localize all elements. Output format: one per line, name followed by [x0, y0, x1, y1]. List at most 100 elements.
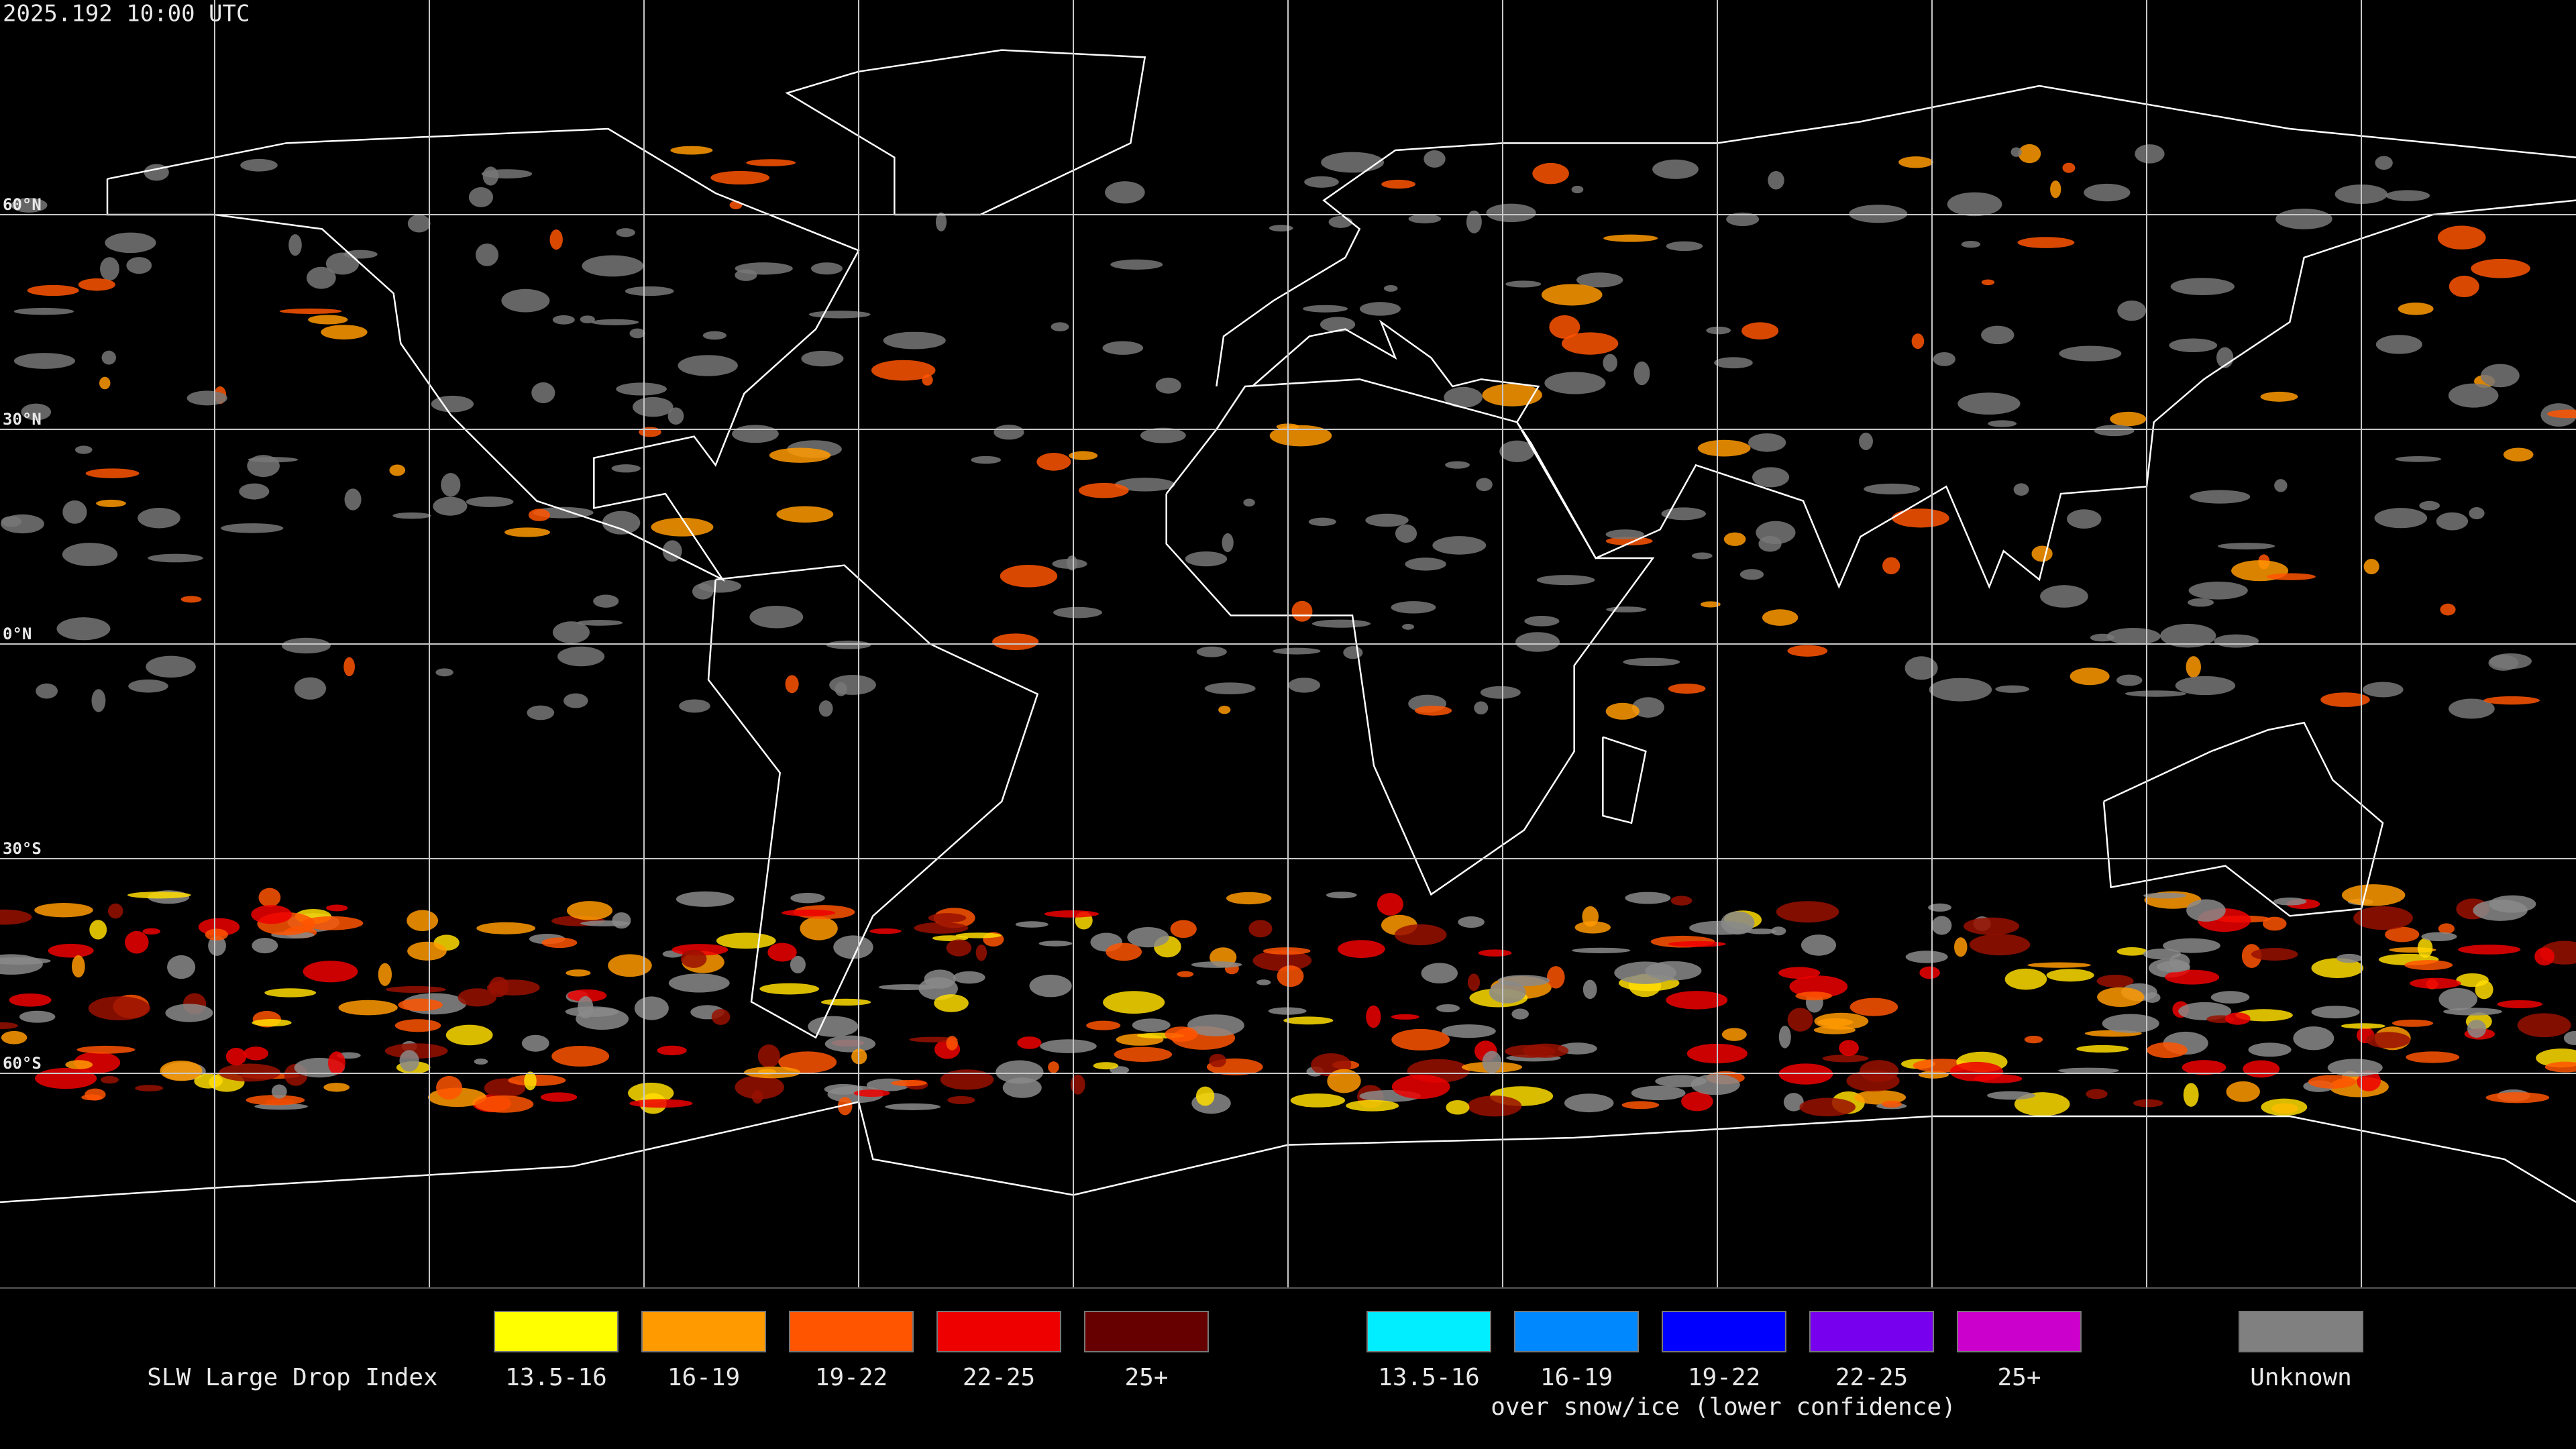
cloud-pixel — [96, 499, 126, 507]
cloud-pixel — [869, 928, 902, 934]
legend-swatch — [1662, 1311, 1786, 1352]
cloud-pixel — [2273, 897, 2307, 906]
cloud-pixel — [1814, 1012, 1869, 1030]
cloud-pixel — [1668, 683, 1706, 694]
cloud-pixel — [1706, 326, 1731, 335]
cloud-pixel — [2544, 1061, 2576, 1073]
cloud-pixel — [407, 214, 431, 233]
cloud-pixel — [2050, 180, 2061, 199]
cloud-pixel — [2534, 947, 2555, 966]
cloud-pixel — [769, 447, 831, 463]
cloud-pixel — [1549, 315, 1580, 339]
cloud-pixel — [576, 620, 623, 626]
cloud-pixel — [1482, 1051, 1502, 1073]
cloud-pixel — [1029, 974, 1072, 998]
cloud-pixel — [885, 1103, 941, 1110]
cloud-pixel — [468, 186, 494, 207]
cloud-pixel — [1290, 1093, 1346, 1108]
cloud-pixel — [1795, 991, 1832, 1001]
cloud-pixel — [826, 640, 871, 649]
cloud-pixel — [782, 909, 836, 916]
cloud-pixel — [1631, 1085, 1686, 1101]
cloud-pixel — [833, 935, 873, 959]
legend-label: 19-22 — [1688, 1364, 1760, 1391]
cloud-pixel — [668, 973, 730, 993]
cloud-pixel — [2404, 960, 2453, 971]
cloud-pixel — [767, 943, 797, 962]
cloud-pixel — [1752, 467, 1790, 488]
cloud-pixel — [1898, 156, 1933, 168]
cloud-pixel — [2375, 156, 2393, 170]
cloud-pixel — [549, 229, 563, 250]
cloud-pixel — [891, 1079, 927, 1087]
cloud-pixel — [2366, 1032, 2411, 1049]
cloud-pixel — [2102, 1014, 2159, 1033]
cloud-pixel — [0, 957, 51, 965]
cloud-pixel — [282, 637, 331, 654]
cloud-pixel — [101, 1075, 119, 1084]
cloud-pixel — [1961, 241, 1981, 248]
cloud-pixel — [1839, 1040, 1859, 1057]
cloud-pixel — [1822, 1055, 1869, 1063]
cloud-pixel — [180, 596, 202, 603]
cloud-pixel — [1666, 991, 1728, 1010]
cloud-pixel — [1532, 162, 1569, 184]
cloud-pixel — [2488, 655, 2519, 671]
cloud-pixel — [1905, 951, 1948, 963]
cloud-pixel — [1002, 1077, 1042, 1098]
cloud-pixel — [85, 1088, 106, 1101]
cloud-pixel — [2438, 923, 2455, 934]
cloud-pixel — [239, 483, 270, 500]
cloud-pixel — [19, 1010, 56, 1023]
cloud-pixel — [1343, 646, 1363, 659]
cloud-pixel — [1, 514, 44, 534]
cloud-pixel — [146, 655, 196, 678]
cloud-pixel — [994, 424, 1024, 440]
cloud-pixel — [105, 232, 156, 254]
cloud-pixel — [62, 543, 118, 566]
cloud-pixel — [853, 1089, 890, 1097]
cloud-pixel — [1576, 272, 1623, 288]
cloud-pixel — [344, 488, 362, 511]
cloud-pixel — [1155, 377, 1181, 394]
cloud-pixel — [1881, 1100, 1902, 1108]
cloud-pixel — [616, 228, 635, 237]
cloud-pixel — [1645, 961, 1702, 981]
cloud-pixel — [1391, 1028, 1450, 1051]
cloud-pixel — [1666, 241, 1703, 252]
cloud-pixel — [504, 527, 551, 537]
cloud-pixel — [65, 1060, 93, 1069]
cloud-pixel — [2374, 508, 2428, 529]
cloud-pixel — [616, 382, 667, 396]
cloud-pixel — [2421, 932, 2457, 941]
cloud-pixel — [1187, 1014, 1244, 1036]
cloud-pixel — [759, 983, 820, 995]
cloud-pixel — [1086, 1020, 1121, 1030]
cloud-pixel — [435, 668, 453, 677]
cloud-pixel — [1691, 552, 1713, 559]
cloud-pixel — [634, 996, 669, 1020]
legend-swatch — [1809, 1311, 1934, 1352]
cloud-pixel — [76, 1045, 136, 1054]
cloud-pixel — [692, 583, 714, 600]
cloud-pixel — [1882, 557, 1900, 575]
cloud-pixel — [1311, 619, 1371, 628]
cloud-pixel — [85, 468, 140, 478]
cloud-pixel — [1661, 507, 1706, 521]
cloud-pixel — [91, 689, 106, 712]
cloud-pixel — [21, 403, 52, 421]
cloud-pixel — [628, 1082, 674, 1104]
cloud-pixel — [88, 996, 151, 1020]
cloud-pixel — [1248, 920, 1273, 938]
cloud-pixel — [1681, 1091, 1713, 1112]
cloud-pixel — [2497, 1000, 2542, 1009]
cloud-pixel — [1690, 1074, 1740, 1095]
cloud-pixel — [1015, 921, 1049, 928]
cloud-pixel — [1582, 906, 1599, 927]
cloud-pixel — [1515, 632, 1560, 652]
cloud-pixel — [2293, 1026, 2334, 1051]
cloud-pixel — [1256, 979, 1271, 985]
cloud-pixel — [1929, 678, 1992, 702]
cloud-pixel — [749, 605, 804, 629]
cloud-pixel — [78, 278, 115, 291]
